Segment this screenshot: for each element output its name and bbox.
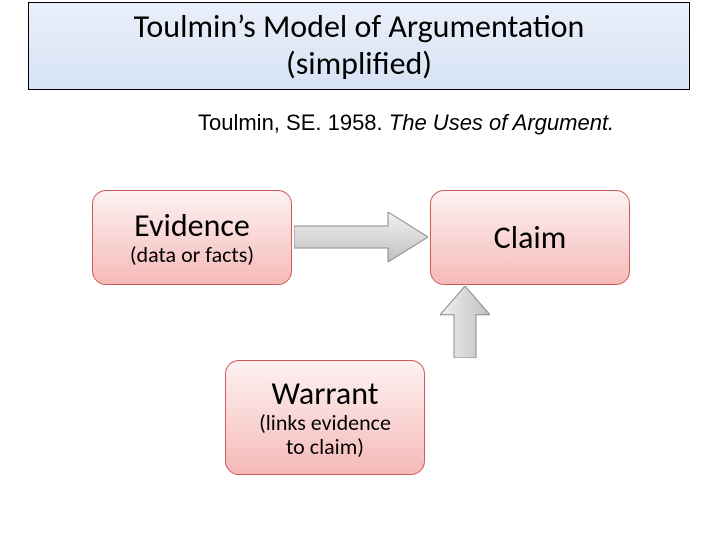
title-line-2: (simplified) [286,46,432,83]
evidence-sub: (data or facts) [130,243,254,267]
arrow-warrant-to-claim [440,286,490,358]
node-claim: Claim [430,190,630,285]
evidence-main: Evidence [134,208,250,243]
citation-italic: The Uses of Argument. [389,110,614,135]
citation-prefix: Toulmin, SE. 1958. [198,110,389,135]
warrant-sub: (links evidence [259,411,391,435]
claim-main: Claim [494,220,567,255]
title-banner: Toulmin’s Model of Argumentation (simpli… [28,2,690,90]
warrant-sub2: to claim) [286,435,364,459]
citation: Toulmin, SE. 1958. The Uses of Argument. [198,110,614,136]
title-line-1: Toulmin’s Model of Argumentation [134,9,585,46]
warrant-main: Warrant [272,376,379,411]
arrow-evidence-to-claim [294,212,428,262]
node-evidence: Evidence (data or facts) [92,190,292,285]
node-warrant: Warrant (links evidence to claim) [225,360,425,475]
